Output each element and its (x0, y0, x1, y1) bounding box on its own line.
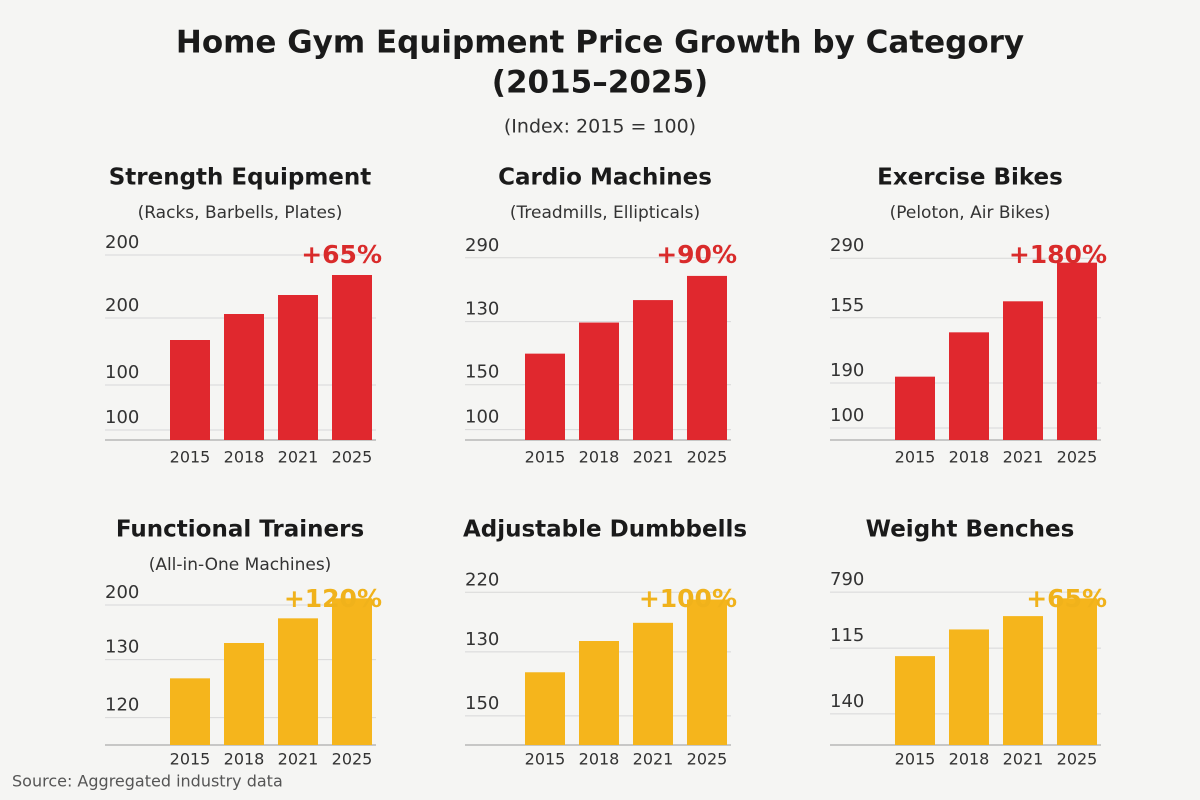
x-tick-label: 2015 (895, 448, 936, 467)
y-tick-label: 220 (465, 569, 499, 590)
x-tick-label: 2021 (633, 448, 674, 467)
x-tick-label: 2018 (579, 750, 620, 769)
y-tick-label: 190 (830, 360, 864, 381)
bar (224, 314, 264, 440)
chart-subtitle: (Index: 2015 = 100) (504, 116, 696, 138)
y-tick-label: 200 (105, 232, 139, 253)
x-tick-label: 2025 (332, 750, 373, 769)
y-tick-label: 100 (465, 407, 499, 428)
x-tick-label: 2021 (1003, 448, 1044, 467)
panel-subtitle: (Racks, Barbells, Plates) (138, 203, 343, 223)
y-tick-label: 290 (465, 235, 499, 256)
bar (332, 275, 372, 440)
bar (579, 641, 619, 745)
y-tick-label: 790 (830, 569, 864, 590)
bar (895, 376, 935, 440)
bar (278, 618, 318, 745)
x-tick-label: 2018 (579, 448, 620, 467)
bar (525, 672, 565, 745)
panel-title: Adjustable Dumbbells (463, 517, 747, 543)
y-tick-label: 140 (830, 691, 864, 712)
bar (1057, 598, 1097, 745)
bar (224, 643, 264, 745)
bar (1003, 301, 1043, 440)
bar (895, 656, 935, 745)
bar (687, 275, 727, 440)
y-tick-label: 150 (465, 362, 499, 383)
panel-subtitle: (Peloton, Air Bikes) (890, 203, 1051, 223)
y-tick-label: 150 (465, 693, 499, 714)
x-tick-label: 2015 (525, 448, 566, 467)
chart-title: Home Gym Equipment Price Growth by Categ… (176, 25, 1024, 61)
y-tick-label: 200 (105, 295, 139, 316)
x-tick-label: 2025 (332, 448, 373, 467)
x-tick-label: 2018 (224, 750, 265, 769)
panel-title: Strength Equipment (109, 165, 372, 191)
panel-title: Cardio Machines (498, 165, 712, 191)
y-tick-label: 100 (105, 362, 139, 383)
y-tick-label: 130 (105, 637, 139, 658)
panel-subtitle: (All-in-One Machines) (149, 555, 332, 575)
bar (1057, 262, 1097, 440)
x-tick-label: 2015 (895, 750, 936, 769)
bar (332, 598, 372, 745)
bar (579, 322, 619, 440)
y-tick-label: 200 (105, 582, 139, 603)
source-note: Source: Aggregated industry data (12, 772, 283, 791)
bar (633, 622, 673, 745)
y-tick-label: 155 (830, 295, 864, 316)
panel-title: Exercise Bikes (877, 165, 1063, 191)
bar (949, 332, 989, 440)
panel-title: Functional Trainers (116, 517, 364, 543)
x-tick-label: 2021 (278, 750, 319, 769)
bar (170, 340, 210, 440)
y-tick-label: 130 (465, 629, 499, 650)
x-tick-label: 2015 (170, 448, 211, 467)
x-tick-label: 2025 (687, 750, 728, 769)
x-tick-label: 2015 (525, 750, 566, 769)
bar (278, 295, 318, 440)
x-tick-label: 2025 (1057, 448, 1098, 467)
x-tick-label: 2018 (224, 448, 265, 467)
bar (633, 300, 673, 440)
annotation: +120% (284, 584, 382, 613)
bar (170, 678, 210, 745)
x-tick-label: 2018 (949, 750, 990, 769)
bar (1003, 616, 1043, 745)
x-tick-label: 2025 (1057, 750, 1098, 769)
bar (687, 599, 727, 745)
y-tick-label: 100 (830, 405, 864, 426)
x-tick-label: 2021 (1003, 750, 1044, 769)
panel-title: Weight Benches (866, 517, 1075, 543)
bar (949, 629, 989, 745)
annotation: +65% (301, 240, 382, 269)
bar (525, 353, 565, 440)
annotation: +65% (1026, 584, 1107, 613)
annotation: +90% (656, 240, 737, 269)
x-tick-label: 2018 (949, 448, 990, 467)
chart-title: (2015–2025) (492, 65, 708, 101)
annotation: +180% (1009, 240, 1107, 269)
annotation: +100% (639, 584, 737, 613)
y-tick-label: 115 (830, 625, 864, 646)
x-tick-label: 2015 (170, 750, 211, 769)
panel-subtitle: (Treadmills, Ellipticals) (510, 203, 700, 223)
y-tick-label: 130 (465, 299, 499, 320)
x-tick-label: 2025 (687, 448, 728, 467)
y-tick-label: 290 (830, 235, 864, 256)
x-tick-label: 2021 (633, 750, 674, 769)
y-tick-label: 100 (105, 407, 139, 428)
x-tick-label: 2021 (278, 448, 319, 467)
y-tick-label: 120 (105, 695, 139, 716)
